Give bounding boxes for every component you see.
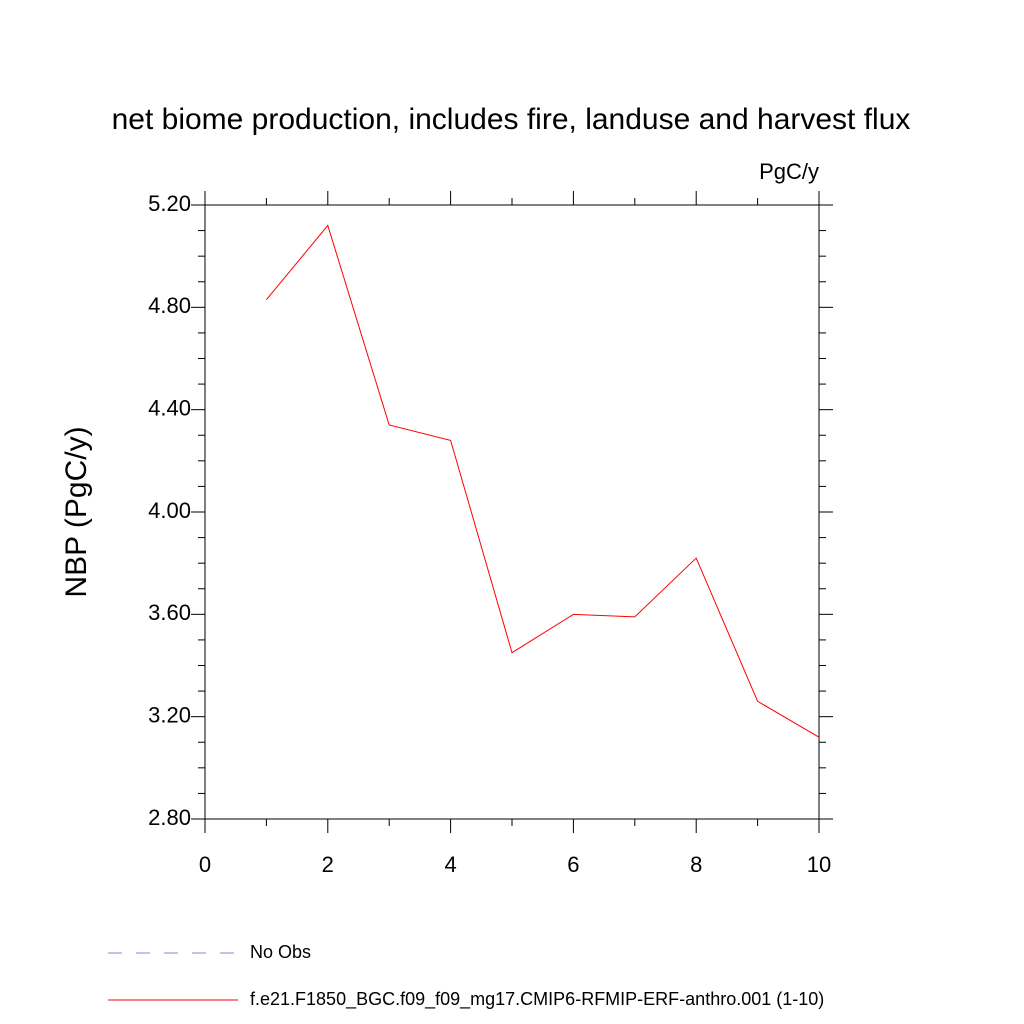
- y-axis-label: NBP (PgC/y): [60, 426, 93, 597]
- x-tick-label: 0: [199, 852, 211, 877]
- units-label: PgC/y: [759, 159, 819, 184]
- legend-label: f.e21.F1850_BGC.f09_f09_mg17.CMIP6-RFMIP…: [250, 989, 824, 1010]
- x-tick-label: 6: [567, 852, 579, 877]
- y-tick-label: 4.40: [148, 395, 191, 420]
- y-tick-label: 4.00: [148, 498, 191, 523]
- x-tick-label: 8: [690, 852, 702, 877]
- x-tick-label: 4: [444, 852, 456, 877]
- y-tick-label: 4.80: [148, 293, 191, 318]
- legend-label: No Obs: [250, 942, 311, 962]
- y-tick-label: 3.20: [148, 702, 191, 727]
- x-tick-label: 10: [807, 852, 831, 877]
- y-tick-label: 2.80: [148, 805, 191, 830]
- plot-frame: [204, 204, 820, 820]
- x-tick-label: 2: [322, 852, 334, 877]
- chart-title: net biome production, includes fire, lan…: [112, 103, 911, 136]
- y-tick-label: 3.60: [148, 600, 191, 625]
- series-line: [266, 224, 820, 738]
- y-tick-label: 5.20: [148, 191, 191, 216]
